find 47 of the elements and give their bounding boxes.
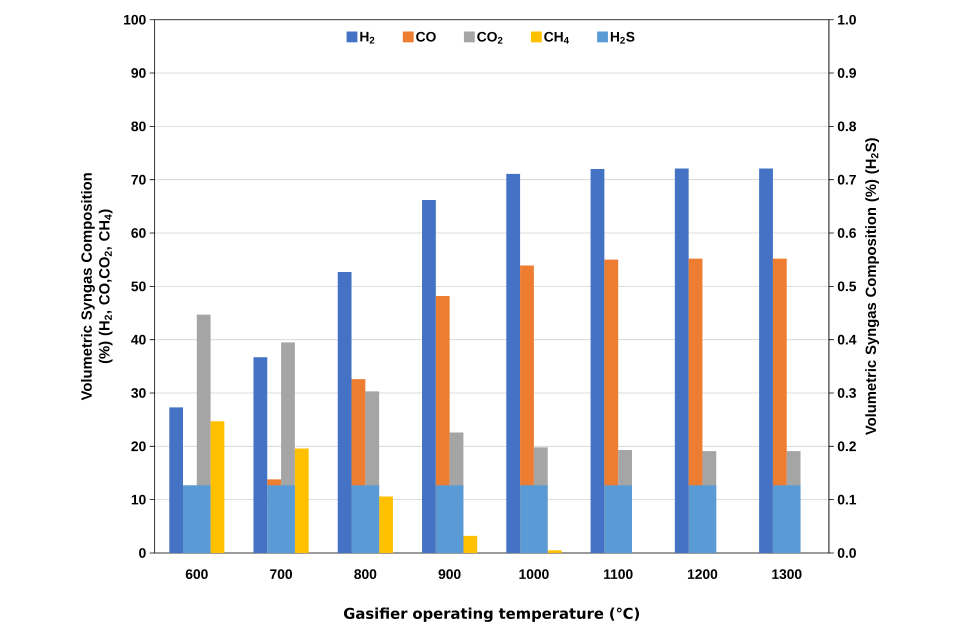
- bar: [463, 536, 478, 554]
- x-tick-label: 700: [270, 569, 292, 580]
- bar: [253, 357, 268, 554]
- y-tick-label: 80: [131, 122, 146, 132]
- y-tick-label: 40: [131, 334, 146, 345]
- x-tick-label: 1000: [519, 569, 549, 580]
- y-tick-label: 70: [131, 174, 146, 185]
- y-tick-label: 30: [131, 388, 146, 398]
- x-tick-label: 900: [438, 569, 461, 580]
- x-tick-label: 1300: [772, 569, 802, 580]
- legend-label: H$_{2}$S: [610, 32, 634, 44]
- x-tick-label: 800: [354, 569, 376, 580]
- legend-label: CO: [416, 32, 436, 42]
- legend-label: CH$_{4}$: [544, 32, 569, 44]
- y2-tick-label: 0.8: [838, 122, 856, 132]
- x-tick-label: 600: [186, 569, 208, 580]
- y2-axis-title: Volumetric Syngas Composition (%) (H$_{2}$S): [865, 138, 880, 436]
- bar: [674, 168, 689, 554]
- y-tick-label: 90: [131, 68, 146, 78]
- x-tick-label: 1200: [688, 569, 718, 580]
- legend-label: H$_{2}$: [360, 32, 374, 44]
- legend-label: CO$_{2}$: [477, 32, 502, 44]
- y2-tick-label: 0.2: [838, 442, 856, 452]
- y-tick-label: 0: [139, 548, 146, 558]
- bar: [422, 200, 436, 554]
- y-tick-label: 20: [131, 442, 146, 452]
- bar: [759, 168, 773, 554]
- bar: [548, 550, 562, 554]
- y2-tick-label: 0.3: [838, 388, 856, 398]
- y-tick-label: 10: [132, 494, 146, 505]
- y-tick-label: 60: [131, 228, 146, 238]
- y-tick-label: 50: [131, 282, 146, 292]
- y2-tick-label: 0.9: [838, 68, 856, 78]
- y2-tick-label: 0.6: [838, 228, 856, 238]
- bar: [169, 408, 183, 554]
- y2-tick-label: 0.7: [838, 174, 856, 185]
- y2-tick-label: 1.0: [838, 14, 856, 25]
- y-tick-label: 100: [124, 14, 146, 25]
- bar: [338, 272, 352, 554]
- x-axis-title: Gasifier operating temperature (℃): [344, 608, 639, 622]
- bar: [506, 174, 520, 554]
- y2-tick-label: 0.0: [838, 548, 856, 558]
- y2-tick-label: 0.4: [838, 334, 856, 345]
- y2-tick-label: 0.1: [838, 494, 856, 505]
- x-tick-label: 1100: [604, 569, 633, 580]
- y2-tick-label: 0.5: [838, 282, 856, 292]
- bar: [590, 169, 604, 554]
